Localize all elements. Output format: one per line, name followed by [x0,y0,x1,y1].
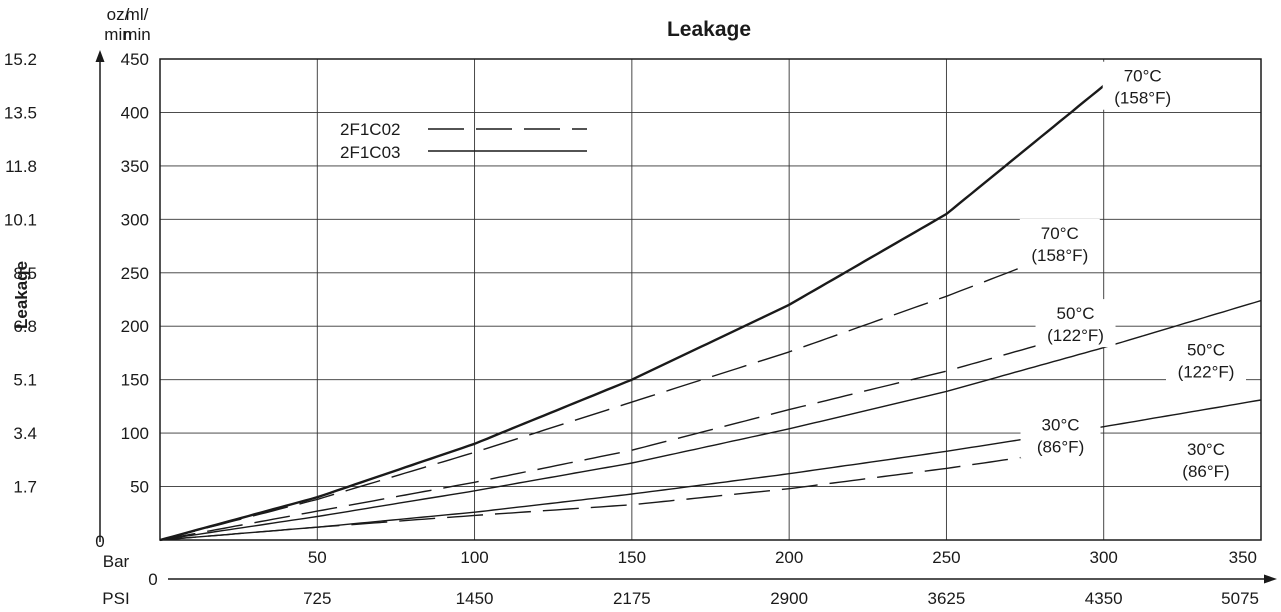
x-bar-label: Bar [103,552,130,571]
y-zero: 0 [95,532,104,551]
x-psi-tick-2900: 2900 [770,589,808,608]
legend-label-2f1c02: 2F1C02 [340,120,400,139]
chart-title: Leakage [667,18,751,41]
y-axis-arrow [95,50,105,62]
ml-unit-top: ml/ [126,5,149,24]
series-label-temp-c: 70°C [1124,67,1162,86]
x-bar-tick-150: 150 [618,548,646,567]
y-oz-tick-3.4: 3.4 [13,424,37,443]
x-bar-tick-350: 350 [1229,548,1257,567]
series-label-bg [1166,335,1246,384]
x-psi-tick-3625: 3625 [928,589,966,608]
oz-unit-bottom: min [104,25,131,44]
series-labels: 70°C (158°F) 50°C (122°F) 30°C (86°F) 70°C (158… [1019,61,1246,483]
series-label-2: 30°C (86°F) [1166,434,1246,483]
series-label-3: 70°C (158°F) [1019,218,1100,267]
series-label-1: 50°C (122°F) [1166,335,1246,384]
x-bar-tick-300: 300 [1090,548,1118,567]
series-label-temp-f: (122°F) [1178,363,1235,382]
series-label-0: 70°C (158°F) [1102,61,1183,110]
y-oz-tick-6.8: 6.8 [13,317,37,336]
y-axis-title: Leakage [12,261,31,329]
series-label-bg [1166,434,1246,483]
series-label-temp-f: (86°F) [1182,462,1229,481]
series-2f1c03-70c-line [159,84,1105,542]
series-label-bg [1035,299,1116,348]
series-label-temp-f: (158°F) [1031,246,1088,265]
y-ml-tick-200: 200 [121,317,149,336]
y-oz-tick-5.1: 5.1 [13,371,37,390]
y-ml-tick-400: 400 [121,103,149,122]
series-label-bg [1019,218,1100,267]
series-label-temp-c: 30°C [1042,415,1080,434]
series-label-temp-c: 30°C [1187,440,1225,459]
axes [95,50,1277,584]
y-oz-tick-10.1: 10.1 [4,210,37,229]
x-bar-tick-200: 200 [775,548,803,567]
series-label-bg [1102,61,1183,110]
tick-labels: 50 100 150 200 250 300 350 400 450 1.7 3.4 5.1 6.8 8.… [4,50,1259,608]
grid [160,58,1261,540]
series-label-temp-c: 70°C [1041,224,1079,243]
ml-unit-bottom: min [123,25,150,44]
x-psi-zero: 0 [148,570,157,589]
series-label-temp-c: 50°C [1057,304,1095,323]
x-psi-tick-1450: 1450 [456,589,494,608]
x-bar-tick-50: 50 [308,548,327,567]
y-oz-tick-13.5: 13.5 [4,103,37,122]
x-bar-tick-100: 100 [460,548,488,567]
series-2f1c02-30c-line [159,452,1054,541]
series-label-4: 50°C (122°F) [1035,299,1116,348]
series-label-temp-f: (122°F) [1047,326,1104,345]
x-psi-tick-4350: 4350 [1085,589,1123,608]
x-bar-tick-250: 250 [932,548,960,567]
series-label-temp-c: 50°C [1187,341,1225,360]
y-ml-tick-150: 150 [121,371,149,390]
y-oz-tick-1.7: 1.7 [13,478,37,497]
y-oz-tick-15.2: 15.2 [4,50,37,69]
series-2f1c02-70c-line [159,259,1042,541]
plot-frame [159,58,1262,541]
series-label-bg [1020,410,1101,459]
y-ml-tick-300: 300 [121,210,149,229]
x-psi-tick-725: 725 [303,589,331,608]
y-oz-tick-8.5: 8.5 [13,264,37,283]
oz-unit-top: oz/ [107,5,130,24]
series-label-temp-f: (158°F) [1114,89,1171,108]
y-ml-tick-450: 450 [121,50,149,69]
legend: 2F1C02 2F1C03 [340,120,587,162]
series-layer [159,84,1262,542]
y-ml-tick-350: 350 [121,157,149,176]
series-label-5: 30°C (86°F) [1020,410,1101,459]
y-ml-tick-50: 50 [130,478,149,497]
x-psi-tick-2175: 2175 [613,589,651,608]
series-label-temp-f: (86°F) [1037,437,1084,456]
legend-label-2f1c03: 2F1C03 [340,143,400,162]
series-2f1c03-50c-line [159,299,1262,541]
y-oz-tick-11.8: 11.8 [5,157,37,176]
x-axis-arrow [1264,574,1277,584]
y-ml-tick-100: 100 [121,424,149,443]
x-psi-label: PSI [102,589,129,608]
series-2f1c02-50c-line [159,340,1054,541]
x-psi-tick-5075: 5075 [1221,589,1259,608]
y-ml-tick-250: 250 [121,264,149,283]
